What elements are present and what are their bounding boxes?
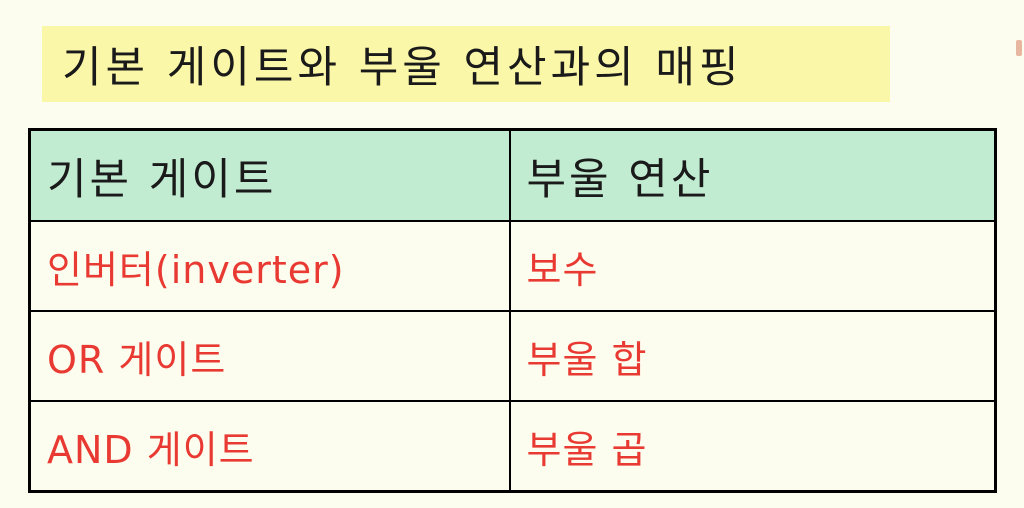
table-row: AND 게이트 부울 곱: [28, 400, 997, 493]
gate-boolean-mapping-table: 기본 게이트 부울 연산 인버터(inverter) 보수 OR 게이트 부울 …: [28, 128, 997, 493]
title-highlight-box: 기본 게이트와 부울 연산과의 매핑: [42, 26, 890, 102]
cell-gate-and: AND 게이트: [28, 400, 511, 493]
table-row: 인버터(inverter) 보수: [28, 220, 997, 312]
cell-op-boolean-product: 부울 곱: [508, 400, 997, 493]
table-header-row: 기본 게이트 부울 연산: [28, 128, 997, 222]
cell-op-boolean-sum: 부울 합: [508, 310, 997, 402]
table-row: OR 게이트 부울 합: [28, 310, 997, 402]
slide-title: 기본 게이트와 부울 연산과의 매핑: [62, 43, 743, 93]
cell-op-complement: 보수: [508, 220, 997, 312]
cell-gate-inverter: 인버터(inverter): [28, 220, 511, 312]
edge-marker: [1016, 40, 1022, 56]
header-basic-gate: 기본 게이트: [28, 128, 511, 222]
cell-gate-or: OR 게이트: [28, 310, 511, 402]
header-boolean-operation: 부울 연산: [508, 128, 997, 222]
